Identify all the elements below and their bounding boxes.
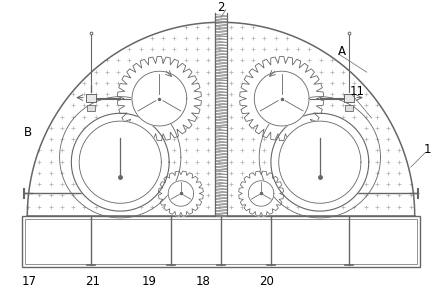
Polygon shape xyxy=(271,113,369,211)
Polygon shape xyxy=(132,71,187,126)
Text: 18: 18 xyxy=(196,275,211,288)
Polygon shape xyxy=(239,171,284,216)
Text: A: A xyxy=(338,45,346,58)
Polygon shape xyxy=(279,121,361,203)
Text: 19: 19 xyxy=(142,275,157,288)
Text: 1: 1 xyxy=(424,143,431,156)
Text: 17: 17 xyxy=(22,275,37,288)
Text: 2: 2 xyxy=(217,1,225,14)
Polygon shape xyxy=(168,181,194,206)
Polygon shape xyxy=(254,71,309,126)
Text: 20: 20 xyxy=(260,275,274,288)
Text: 21: 21 xyxy=(85,275,101,288)
Polygon shape xyxy=(71,113,169,211)
Bar xyxy=(344,94,354,102)
Polygon shape xyxy=(117,57,202,141)
Bar xyxy=(23,216,420,267)
Bar xyxy=(87,105,95,111)
Bar xyxy=(86,94,96,102)
Text: B: B xyxy=(24,126,32,139)
Polygon shape xyxy=(159,171,203,216)
Polygon shape xyxy=(249,181,274,206)
Bar xyxy=(345,105,353,111)
Polygon shape xyxy=(79,121,161,203)
Bar xyxy=(25,219,417,264)
Polygon shape xyxy=(27,22,415,216)
Text: 11: 11 xyxy=(349,85,364,98)
Polygon shape xyxy=(240,57,324,141)
